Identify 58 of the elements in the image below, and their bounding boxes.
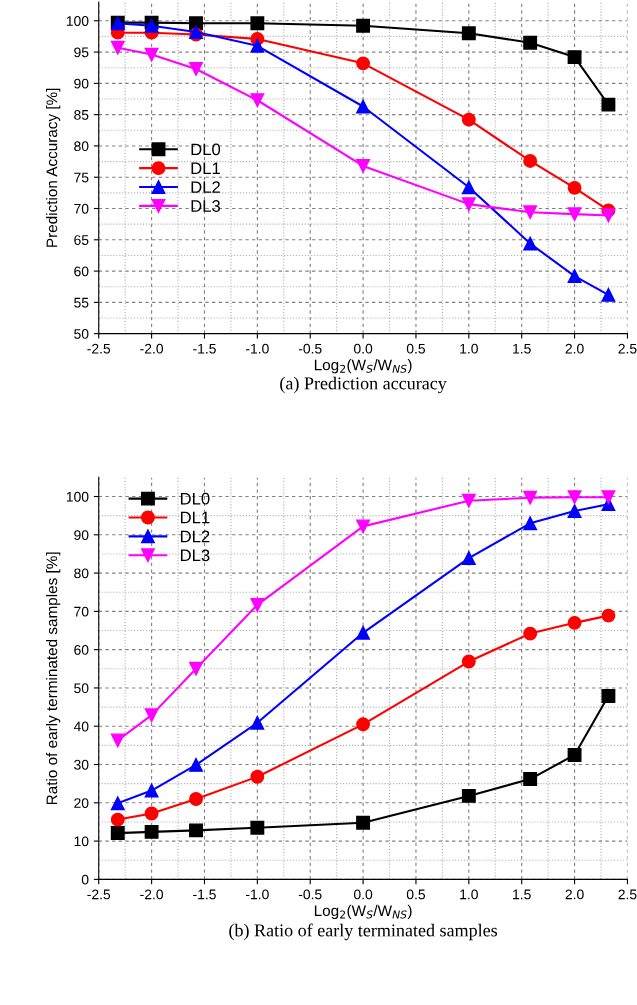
x-tick-label: 0.5 xyxy=(406,889,426,900)
legend-label: DL1 xyxy=(191,162,220,174)
y-tick-label: 85 xyxy=(74,109,89,120)
legend-label: DL0 xyxy=(191,143,221,156)
y-axis-title: Ratio of early terminated samples [%] xyxy=(46,552,61,805)
legend-label: DL1 xyxy=(180,511,210,524)
x-tick-label: -0.5 xyxy=(298,889,322,900)
y-axis-title: Prediction Accuracy [%] xyxy=(46,88,61,247)
x-tick-label: 0.0 xyxy=(353,889,373,900)
y-tick-label: 100 xyxy=(66,16,89,26)
y-tick-label: 50 xyxy=(74,683,89,694)
legend-label: DL3 xyxy=(191,200,221,212)
x-tick-label: 1.5 xyxy=(513,889,531,900)
y-tick-label: 100 xyxy=(66,491,89,502)
x-tick-label: 0.5 xyxy=(406,343,426,354)
y-tick-label: 60 xyxy=(74,266,89,277)
y-tick-label: 50 xyxy=(74,328,89,339)
y-tick-label: 70 xyxy=(74,203,89,214)
y-tick-label: 60 xyxy=(74,644,89,655)
y-tick-label: 90 xyxy=(74,530,89,540)
y-tick-label: 80 xyxy=(74,141,89,152)
x-tick-label: -2.5 xyxy=(87,343,111,354)
y-tick-label: 10 xyxy=(74,836,89,847)
x-tick-label: -2.5 xyxy=(87,889,111,900)
x-tick-label: -1.5 xyxy=(193,889,216,900)
legend-label: DL2 xyxy=(191,181,220,193)
y-tick-label: 90 xyxy=(74,78,89,89)
y-tick-label: 30 xyxy=(74,759,89,770)
legend-label: DL2 xyxy=(180,530,210,543)
legend-label: DL0 xyxy=(180,492,210,505)
x-tick-label: 2.0 xyxy=(565,889,584,900)
y-tick-label: 55 xyxy=(74,297,89,308)
y-tick-label: 0 xyxy=(81,874,89,885)
text: (b) Ratio of early terminated samples xyxy=(229,923,498,941)
x-axis-title: Log$_{2}$(W$_{S}$/W$_{NS}$) xyxy=(314,904,412,920)
x-tick-label: -1.0 xyxy=(246,889,269,900)
text: (a) Prediction accuracy xyxy=(280,376,447,394)
y-tick-label: 95 xyxy=(74,47,89,58)
x-tick-label: 2.5 xyxy=(618,889,637,900)
y-tick-label: 40 xyxy=(73,721,89,732)
x-axis-title: Log$_{2}$(W$_{S}$/W$_{NS}$) xyxy=(314,359,412,374)
y-tick-label: 75 xyxy=(74,172,89,183)
y-tick-label: 80 xyxy=(74,568,89,579)
x-tick-label: -1.5 xyxy=(193,343,216,354)
x-tick-label: 2.0 xyxy=(565,343,584,354)
y-tick-label: 20 xyxy=(74,798,89,808)
x-tick-label: -1.0 xyxy=(246,343,269,354)
y-tick-label: 65 xyxy=(74,235,89,245)
x-tick-label: -2.0 xyxy=(140,343,164,354)
x-tick-label: 0.0 xyxy=(353,343,373,354)
x-tick-label: -0.5 xyxy=(298,343,322,354)
legend-label: DL3 xyxy=(180,549,210,562)
x-tick-label: 1.0 xyxy=(460,889,478,900)
x-tick-label: -2.0 xyxy=(140,889,164,900)
y-tick-label: 70 xyxy=(74,606,89,617)
x-tick-label: 2.5 xyxy=(618,343,637,354)
x-tick-label: 1.0 xyxy=(460,343,478,354)
x-tick-label: 1.5 xyxy=(513,343,531,354)
